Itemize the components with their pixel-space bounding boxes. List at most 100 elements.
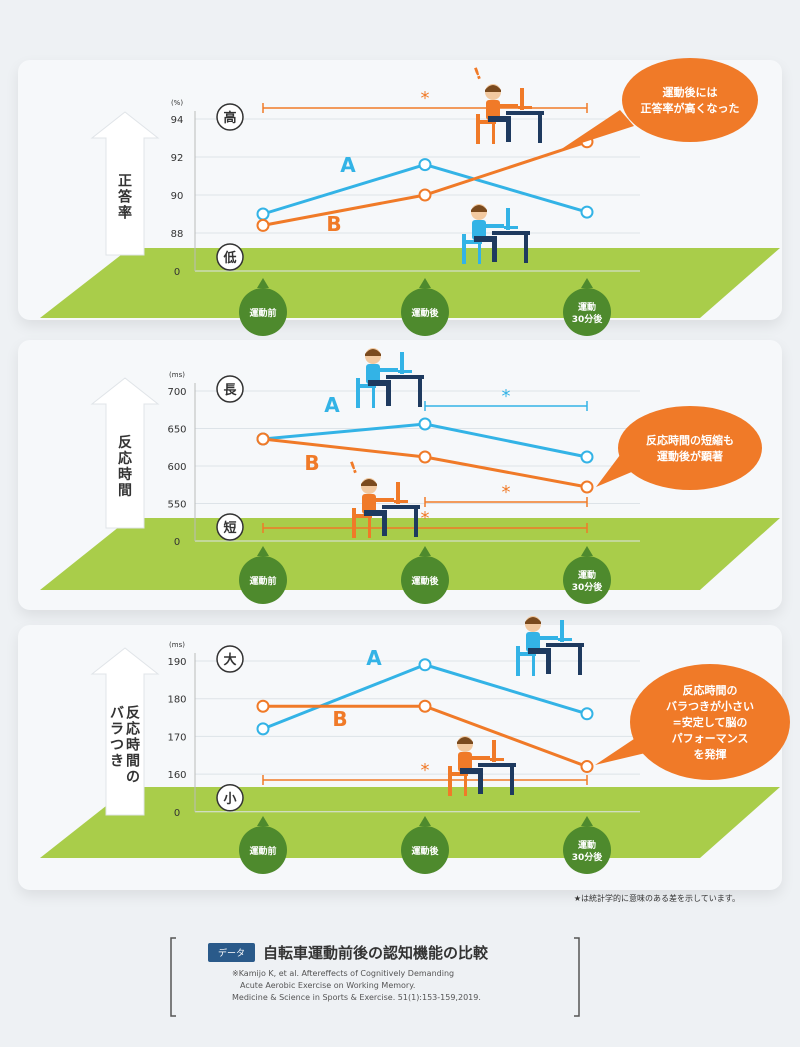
source-box: データ 自転車運動前後の認知機能の比較 ※Kamijo K, et al. Af…	[170, 936, 580, 1018]
panel-3-series-B-label: B	[332, 707, 347, 731]
panel-1-x-label: 30分後	[572, 313, 604, 325]
panel-1-tick-label: 88	[171, 229, 184, 240]
panel-2-x-node-tip	[581, 546, 593, 556]
panel-3-person-1	[516, 616, 584, 676]
panel-1-person-1-chair-seat	[476, 120, 496, 124]
panel-1-series-A-label: A	[340, 153, 356, 177]
panel-3-x-node	[563, 826, 611, 874]
panel-2-tick-label: 600	[167, 462, 186, 473]
panel-3-person-1-chair-leg	[532, 656, 535, 676]
panel-1-person-1-hair	[485, 85, 501, 92]
panel-3-person-2-chair-seat	[448, 772, 468, 776]
panel-1-person-2-shin	[492, 236, 497, 262]
panel-3-x-node-tip	[257, 816, 269, 826]
panel-3-ylabel-char: 応	[126, 721, 140, 738]
panel-1-person-2-monitor	[506, 208, 510, 230]
panel-2-person-2-monitor	[396, 482, 400, 504]
panel-3-sig-mark: *	[421, 760, 430, 781]
panel-1-series-B-point	[256, 218, 270, 232]
data-tag: データ	[208, 943, 256, 962]
panel-1-series-A-point	[256, 207, 270, 221]
panel-2-ylabel-char: 反	[118, 434, 132, 451]
panel-2-person-2-chair-seat	[352, 514, 372, 518]
panel-3-person-1-hair	[525, 617, 541, 624]
panel-1-x-node-tip	[419, 278, 431, 288]
panel-1-lo-badge	[216, 243, 244, 271]
panel-3-ylabel-char: 反	[126, 705, 140, 722]
panel-1-x-node-tip	[257, 278, 269, 288]
panel-1-person-2-desk-leg	[524, 235, 528, 263]
panel-2-lo-badge	[216, 513, 244, 541]
panel-3-person-2-legs	[460, 768, 482, 774]
panel-3-ylabel-char: 時	[126, 737, 140, 754]
panel-2-x-label: 運動前	[249, 575, 276, 587]
panel-2-sig-mark: *	[502, 482, 511, 503]
panel-2-person-1-legs	[368, 380, 390, 386]
panel-3-ylabel-char: 間	[126, 754, 140, 770]
panel-2-x-node	[239, 556, 287, 604]
panel-1-person-2-chair-back	[462, 234, 466, 264]
panel-1-x-label: 運動	[578, 301, 596, 313]
panel-3-series-B-point	[580, 760, 594, 774]
panel-3-person-2-shin	[478, 768, 483, 794]
panel-3-person-2-hair	[457, 737, 473, 744]
panel-1-ylabel-char: 正	[118, 174, 132, 190]
panel-3-person-2-desk	[478, 763, 516, 767]
panel-1-person-2-legs	[474, 236, 496, 242]
panel-2-hi-label: 長	[223, 383, 237, 398]
panel-1-callout-tail	[560, 110, 634, 150]
citation-line-1: ※Kamijo K, et al. Aftereffects of Cognit…	[232, 969, 455, 978]
panel-3-series-B-point	[256, 699, 270, 713]
panel-1-person-1-keyboard	[518, 106, 532, 109]
panel-3-tick-label: 180	[167, 695, 186, 706]
panel-3-x-node	[401, 826, 449, 874]
panel-2-person-1-desk	[386, 375, 424, 379]
panel-3-person-2-arm	[468, 756, 490, 760]
panel-3-x-node-tip	[419, 816, 431, 826]
panel-3-person-2-monitor	[492, 740, 496, 762]
panel-3-callout-text-line-1: 反応時間の	[683, 683, 738, 697]
panel-2-series-A-point	[418, 417, 432, 431]
panel-2-ylabel-char: 間	[118, 483, 132, 499]
panel-2-x-node-tip	[257, 546, 269, 556]
panel-3-person-1-legs	[528, 648, 550, 654]
panel-3-person-1-shin	[546, 648, 551, 674]
panel-2-person-2-alert-icon: !	[347, 457, 360, 477]
panel-3-person-2-chair-leg	[464, 776, 467, 796]
panel-3-tick-label: 190	[167, 657, 186, 668]
panel-1-person-1-arm	[496, 104, 518, 108]
panel-3-series-A-point	[580, 707, 594, 721]
panel-1-person-2-chair-leg	[478, 244, 481, 264]
panel-2-series-A-point	[580, 450, 594, 464]
panel-1-lo-label: 低	[222, 250, 236, 266]
panel-2-x-label: 運動後	[411, 575, 439, 587]
panel-2-series-A-label: A	[324, 393, 340, 417]
panel-1-hi-badge	[216, 103, 244, 131]
panel-3-series-A-label: A	[366, 646, 382, 670]
panel-1-sig-mark: *	[421, 88, 430, 109]
panel-1-person-1-alert-icon: !	[471, 63, 484, 83]
panel-3-person-2	[448, 736, 516, 796]
panel-1-series-B-line	[262, 140, 588, 227]
panel-2-ylabel-char: 時	[118, 466, 132, 483]
panel-1-unit-label: (%)	[171, 99, 183, 107]
panel-3-person-1-desk-leg	[578, 647, 582, 675]
panel-2-person-2-shin	[382, 510, 387, 536]
panel-1-hi-label: 高	[223, 110, 236, 126]
panel-3-series-A-line	[262, 663, 588, 731]
panel-1-person-1-shin	[506, 116, 511, 142]
panel-2-person-1-keyboard	[398, 370, 412, 373]
panel-2-tick-label: 0	[174, 537, 180, 548]
panel-3-tick-label: 0	[174, 808, 180, 819]
panel-2-x-node	[563, 556, 611, 604]
panel-3-x-label: 30分後	[572, 851, 604, 863]
panel-3-callout-bubble	[630, 664, 790, 780]
panel-2-series-B-label: B	[304, 451, 319, 475]
panel-2-callout-text-line-2: 運動後が顕著	[657, 449, 723, 463]
panel-2-series-B-point	[256, 432, 270, 446]
panel-3-person-1-monitor	[560, 620, 564, 642]
source-title: 自転車運動前後の認知機能の比較	[263, 944, 489, 962]
panel-2-x-node-tip	[419, 546, 431, 556]
panel-3-tick-label: 160	[167, 770, 186, 781]
